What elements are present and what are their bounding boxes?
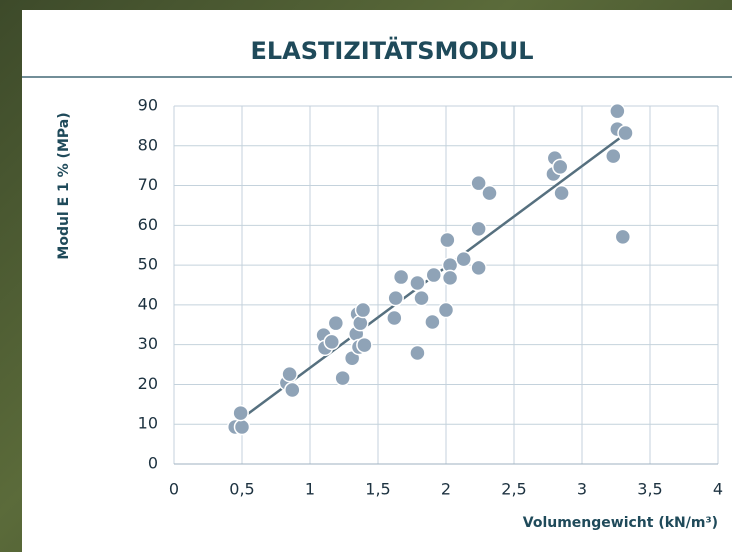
point bbox=[425, 266, 443, 284]
point bbox=[334, 369, 351, 387]
x-tick-label: 0 bbox=[169, 480, 179, 499]
point bbox=[413, 289, 430, 307]
x-axis-label: Volumengewicht (kN/m³) bbox=[523, 515, 718, 531]
x-tick-label: 3,5 bbox=[637, 480, 662, 499]
point bbox=[605, 147, 622, 165]
point bbox=[386, 309, 403, 327]
y-axis-label: Modul E 1 % (MPa) bbox=[56, 112, 72, 259]
y-tick-label: 70 bbox=[138, 175, 158, 194]
point bbox=[281, 365, 298, 383]
point bbox=[470, 174, 487, 192]
point bbox=[437, 301, 455, 319]
x-tick-label: 0,5 bbox=[229, 480, 254, 499]
y-tick-label: 90 bbox=[138, 96, 158, 115]
point bbox=[327, 314, 345, 332]
point bbox=[470, 220, 487, 238]
x-tick-label: 2,5 bbox=[501, 480, 526, 499]
x-tick-label: 2 bbox=[441, 480, 451, 499]
point bbox=[409, 344, 426, 362]
point bbox=[284, 381, 301, 399]
point bbox=[439, 231, 456, 249]
point bbox=[551, 158, 569, 176]
point bbox=[609, 102, 626, 120]
y-tick-label: 20 bbox=[138, 374, 158, 393]
point bbox=[424, 313, 441, 331]
chart-title: ELASTIZITÄTSMODUL bbox=[250, 36, 533, 65]
point bbox=[392, 268, 410, 286]
y-tick-label: 40 bbox=[138, 294, 158, 313]
card bbox=[22, 10, 732, 552]
y-tick-label: 30 bbox=[138, 334, 158, 353]
point bbox=[409, 274, 426, 292]
point bbox=[233, 418, 251, 436]
point bbox=[232, 404, 249, 422]
point bbox=[617, 124, 634, 142]
x-tick-label: 3 bbox=[577, 480, 587, 499]
y-tick-label: 80 bbox=[138, 135, 158, 154]
point bbox=[614, 228, 632, 246]
point bbox=[481, 184, 498, 202]
point bbox=[356, 336, 373, 354]
point bbox=[553, 184, 570, 202]
x-tick-label: 1,5 bbox=[365, 480, 390, 499]
x-tick-label: 4 bbox=[713, 480, 723, 499]
point bbox=[387, 289, 404, 307]
point bbox=[323, 333, 341, 351]
y-tick-label: 60 bbox=[138, 215, 158, 234]
y-tick-label: 50 bbox=[138, 255, 158, 274]
y-tick-label: 0 bbox=[148, 454, 158, 473]
point bbox=[441, 269, 459, 287]
y-tick-label: 10 bbox=[138, 414, 158, 433]
point bbox=[470, 259, 487, 277]
point bbox=[455, 250, 472, 268]
point bbox=[354, 301, 372, 319]
x-tick-label: 1 bbox=[305, 480, 315, 499]
point bbox=[352, 314, 369, 332]
